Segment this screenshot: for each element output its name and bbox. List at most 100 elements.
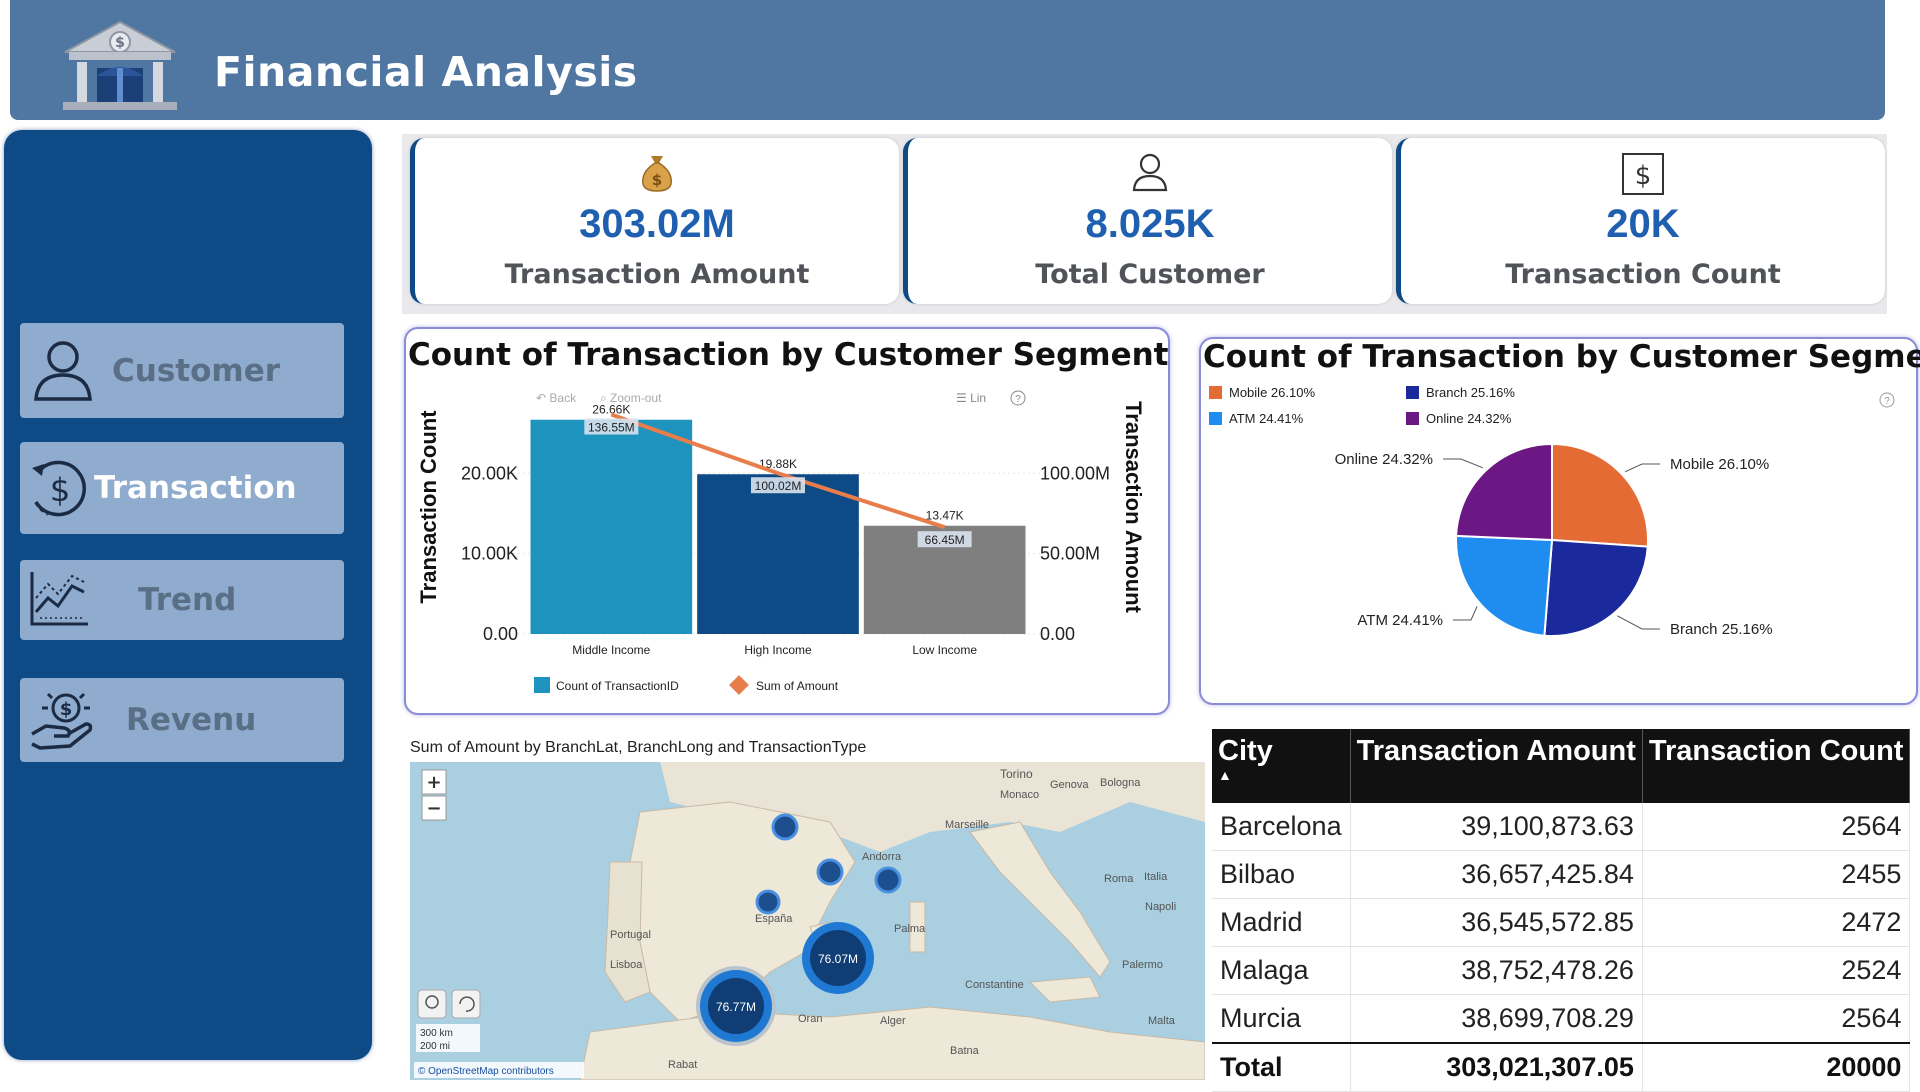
total-cell: 303,021,307.05 [1350,1042,1643,1092]
sidebar-item-revenu[interactable]: $ Revenu [20,678,344,762]
pie-leader-line [1624,463,1660,473]
legend-label[interactable]: Online 24.32% [1426,411,1512,426]
bubble-label: 76.07M [818,952,858,966]
combo-chart-card: Count of Transaction by Customer Segment… [404,327,1170,715]
bar[interactable] [530,419,693,634]
y2-tick-label: 100.00M [1040,463,1110,483]
help-icon[interactable] [1879,392,1895,408]
sidebar-item-customer[interactable]: Customer [20,323,344,418]
map-canvas[interactable]: Torino Genova Bologna Monaco Marseille A… [410,762,1205,1080]
line-data-label: 66.45M [925,533,965,547]
pie-slice[interactable] [1551,442,1649,548]
pie-leader-line [1453,606,1478,621]
help-label: ? [1884,396,1890,407]
kpi-total-customer: 8.025K Total Customer [903,138,1392,304]
y2-tick-label: 50.00M [1040,544,1100,564]
legend-label[interactable]: Mobile 26.10% [1229,385,1315,400]
legend-swatch [534,677,550,693]
kpi-label: Total Customer [1035,259,1265,290]
legend-label[interactable]: Branch 25.16% [1426,385,1515,400]
dollar-cycle-icon: $ [32,460,86,517]
table-cell: 36,657,425.84 [1350,850,1643,899]
y2-axis-title: Transaction Amount [1121,401,1146,614]
table-row[interactable]: Bilbao 36,657,425.84 2455 [1212,850,1911,899]
column-header-amount[interactable]: Transaction Amount [1350,729,1643,803]
legend-swatch [1209,386,1222,399]
kpi-value: 8.025K [1085,202,1215,246]
place-label: Italia [1144,871,1168,883]
svg-text:$: $ [115,35,125,51]
x-tick-label: High Income [744,643,812,657]
person-icon [34,341,92,401]
back-button[interactable]: ↶ Back [536,391,577,405]
svg-text:$: $ [1635,161,1652,191]
table-row[interactable]: Malaga 38,752,478.26 2524 [1212,946,1911,995]
bubble-label: 76.77M [716,1000,756,1014]
table-row[interactable]: Madrid 36,545,572.85 2472 [1212,898,1911,947]
column-header-city[interactable]: City ▲ [1212,729,1351,803]
x-tick-label: Low Income [912,643,977,657]
place-label: Constantine [965,979,1024,991]
pie-slice[interactable] [1543,538,1649,637]
zoom-in-button[interactable] [421,769,447,795]
table-total-row: Total 303,021,307.05 20000 [1212,1042,1911,1092]
place-label: Malta [1148,1015,1176,1027]
place-label: Genova [1050,779,1089,791]
place-label: Oran [798,1013,822,1025]
legend-swatch [1406,412,1419,425]
place-label: Bologna [1100,777,1141,789]
sidebar-item-label: Customer [112,352,281,389]
place-label: Monaco [1000,789,1039,801]
y-axis-title: Transaction Count [416,410,441,604]
map-bubble-small[interactable] [755,889,781,915]
pie-slice[interactable] [1455,442,1553,542]
map-title: Sum of Amount by BranchLat, BranchLong a… [410,739,867,756]
money-bag-icon: $ [642,156,672,192]
bar-data-label: 19.88K [759,457,797,471]
place-label: Napoli [1145,901,1176,913]
app-title: Financial Analysis [214,48,638,96]
help-icon[interactable] [1010,390,1026,406]
lasso-select-button[interactable] [417,989,447,1019]
place-label: Rabat [668,1059,697,1071]
map-bubble-small[interactable] [874,866,902,894]
map-bubble-small[interactable] [816,858,844,886]
pie-data-label: ATM 24.41% [1357,612,1443,629]
legend-label[interactable]: ATM 24.41% [1229,411,1304,426]
pie-leader-line [1443,458,1483,469]
table-cell: 2564 [1642,803,1911,851]
y-tick-label: 20.00K [461,463,518,483]
trend-chart-icon [30,572,88,626]
bar[interactable] [697,474,859,634]
table-row[interactable]: Barcelona 39,100,873.63 2564 [1212,803,1911,851]
sidebar-item-label: Revenu [126,702,257,738]
sidebar-item-trend[interactable]: Trend [20,560,344,640]
kpi-value: 303.02M [579,202,735,246]
pie-slice[interactable] [1455,534,1554,637]
column-header-count[interactable]: Transaction Count [1642,729,1911,803]
chart-title: Count of Transaction by Customer Segment [408,337,1169,373]
table-row[interactable]: Murcia 38,699,708.29 2564 [1212,994,1911,1044]
zoom-out-button[interactable]: ⌕ Zoom-out [600,391,662,405]
table-cell: 38,752,478.26 [1350,946,1643,995]
reset-view-button[interactable] [451,989,481,1019]
city-table: City ▲ Transaction Amount Transaction Cou… [1212,729,1911,1092]
map-bubble-small[interactable] [771,813,799,841]
pie-chart: Mobile 26.10% Branch 25.16% ATM 24.41% Onli… [1209,385,1895,638]
amount-line[interactable] [610,412,946,530]
sidebar: Customer $ Transaction Trend $ Revenu [4,130,372,1060]
lin-button[interactable]: ☰ Lin [956,391,986,405]
table-cell: Madrid [1212,898,1351,947]
zoom-out-button[interactable] [421,795,447,821]
svg-text:$: $ [60,699,73,720]
pie-data-label: Mobile 26.10% [1670,456,1769,473]
table-cell: 36,545,572.85 [1350,898,1643,947]
table-cell: Murcia [1212,994,1351,1044]
pie-leader-line [1617,615,1660,630]
table-cell: 2472 [1642,898,1911,947]
combo-chart: ↶ Back ⌕ Zoom-out ☰ Lin ? 0.00 10.00K 20.00K 0.… [416,390,1146,695]
kpi-transaction-amount: $ 303.02M Transaction Amount [410,138,899,304]
svg-text:$: $ [50,471,70,509]
sidebar-item-transaction[interactable]: $ Transaction [20,442,344,534]
app-header [10,0,1885,120]
